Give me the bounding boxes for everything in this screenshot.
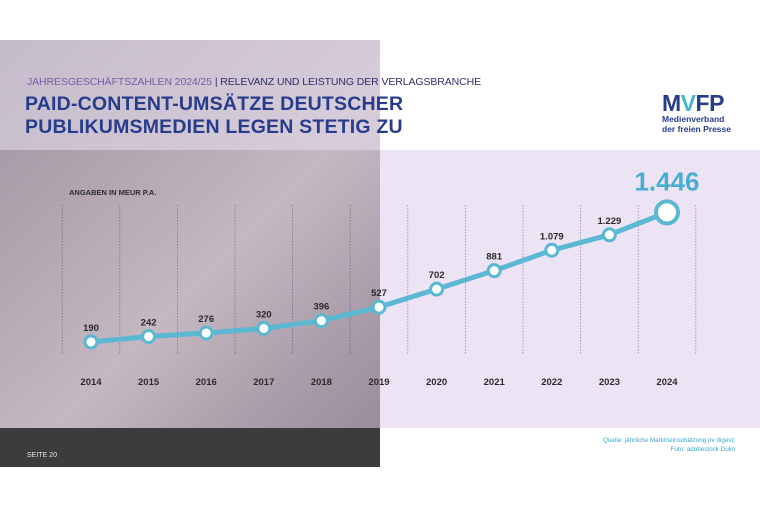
year-label: 2014 (80, 377, 102, 388)
header-band (0, 40, 380, 150)
report-subtitle: JAHRESGESCHÄFTSZAHLEN 2024/25 | RELEVANZ… (27, 76, 481, 88)
data-point (601, 227, 617, 243)
data-point (371, 299, 387, 315)
data-point (313, 313, 329, 329)
subtitle-separator: | (214, 76, 218, 88)
year-label: 2015 (138, 377, 160, 388)
logo-line-2: der freien Presse (662, 124, 731, 134)
page-number: SEITE 20 (27, 452, 57, 459)
data-point (429, 281, 445, 297)
subtitle-part1: JAHRESGESCHÄFTSZAHLEN 2024/25 (27, 76, 212, 88)
year-label: 2021 (484, 377, 506, 388)
source-note: Quelle: jährliche Marktneinschätzung pv … (560, 436, 735, 454)
value-label: 1.229 (598, 216, 622, 227)
data-point (198, 325, 214, 341)
value-label: 276 (198, 314, 214, 325)
year-label: 2023 (599, 377, 620, 388)
chart-title: PAID-CONTENT-UMSÄTZE DEUTSCHER PUBLIKUMS… (25, 93, 403, 139)
unit-label: ANGABEN IN MEUR P.A. (69, 188, 157, 197)
subtitle-part2: RELEVANZ UND LEISTUNG DER VERLAGSBRANCHE (220, 76, 481, 88)
year-label: 2017 (253, 377, 274, 388)
value-label: 702 (429, 270, 445, 281)
value-label: 320 (256, 310, 272, 321)
data-point (141, 329, 157, 345)
value-label: 190 (83, 323, 99, 334)
value-label: 527 (371, 288, 387, 299)
year-label: 2020 (426, 377, 447, 388)
logo-mark: MVFP (662, 90, 724, 116)
value-label: 881 (486, 252, 503, 263)
value-label-highlight: 1.446 (634, 166, 699, 196)
year-label: 2018 (311, 377, 332, 388)
source-line-2: Foto: adobestock Dulin (670, 446, 735, 453)
year-label: 2019 (368, 377, 389, 388)
footer-band (0, 428, 380, 467)
year-label: 2022 (541, 377, 562, 388)
title-line-1: PAID-CONTENT-UMSÄTZE DEUTSCHER (25, 93, 404, 115)
mvfp-logo: MVFP Medienverband der freien Presse (662, 90, 734, 135)
source-line-1: Quelle: jährliche Marktneinschätzung pv … (603, 437, 735, 444)
value-label: 396 (313, 302, 329, 313)
data-point-highlight (654, 199, 680, 226)
data-point (486, 263, 502, 279)
value-label: 1.079 (540, 231, 564, 242)
year-label: 2024 (656, 377, 678, 388)
title-line-2: PUBLIKUMSMEDIEN LEGEN STETIG ZU (25, 116, 403, 138)
data-point (256, 321, 272, 337)
year-label: 2016 (196, 377, 217, 388)
data-point (83, 334, 99, 350)
data-point (544, 242, 560, 258)
logo-line-1: Medienverband (662, 114, 725, 124)
value-label: 242 (141, 318, 157, 329)
